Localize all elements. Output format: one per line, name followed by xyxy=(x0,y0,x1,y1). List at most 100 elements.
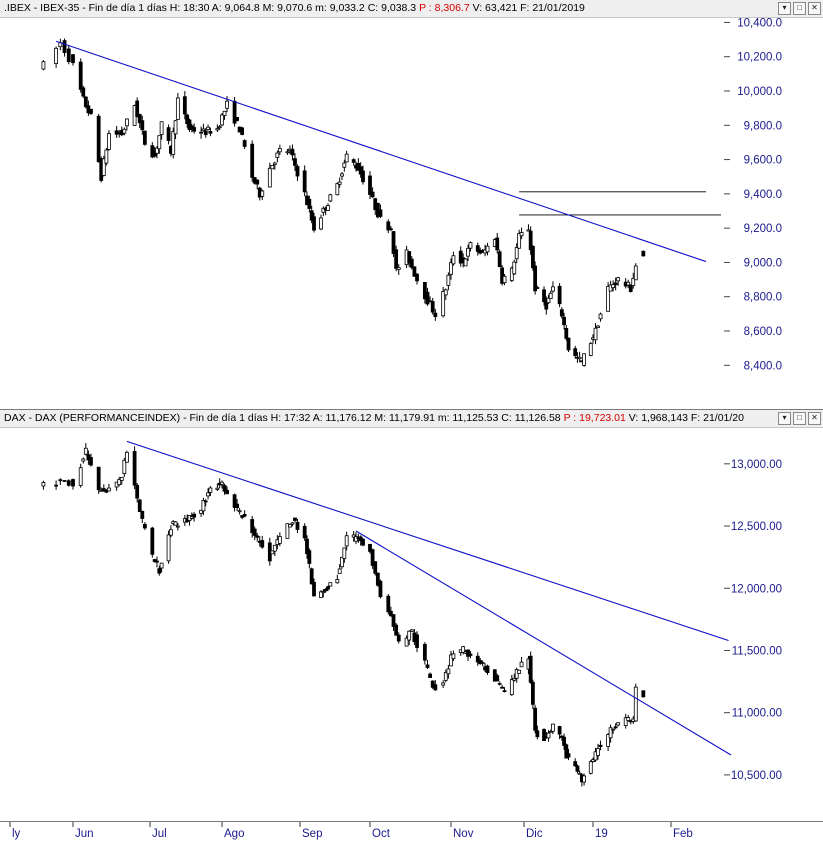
candle xyxy=(290,522,295,527)
candle xyxy=(215,124,220,133)
candle xyxy=(611,728,616,734)
candle xyxy=(270,165,275,170)
candle xyxy=(394,622,399,636)
candle xyxy=(430,297,435,315)
candle xyxy=(309,205,314,224)
candle xyxy=(104,147,109,166)
candle xyxy=(119,476,124,485)
candle xyxy=(451,251,456,266)
candle xyxy=(175,92,180,120)
candle xyxy=(480,660,485,667)
candle xyxy=(546,730,551,742)
candle xyxy=(335,182,340,196)
candle xyxy=(548,729,553,733)
candle xyxy=(150,526,155,558)
candle xyxy=(449,258,453,280)
candle xyxy=(157,135,162,154)
x-tick-label: Dic xyxy=(526,828,543,840)
candle xyxy=(562,733,566,750)
candle xyxy=(509,674,514,696)
candle xyxy=(290,144,295,161)
candle xyxy=(509,266,514,283)
candle xyxy=(277,144,282,156)
candle xyxy=(58,478,63,486)
candle xyxy=(122,127,127,136)
candle xyxy=(255,532,260,542)
candle xyxy=(206,124,210,131)
candle xyxy=(502,274,507,286)
candle xyxy=(378,579,383,599)
trendline[interactable] xyxy=(126,440,729,642)
close-button[interactable]: ✕ xyxy=(808,412,821,425)
candle xyxy=(62,480,67,482)
candle xyxy=(495,233,500,254)
y-tick-label: 12,000.00 xyxy=(731,583,782,595)
candle xyxy=(626,714,631,722)
candle xyxy=(564,743,569,759)
trendline[interactable] xyxy=(55,40,707,263)
candle xyxy=(71,478,75,490)
minimize-button[interactable]: ▾ xyxy=(778,412,791,425)
candle xyxy=(425,659,430,669)
minimize-button[interactable]: ▾ xyxy=(778,2,791,15)
candle xyxy=(449,650,453,667)
candle xyxy=(208,127,213,137)
x-tick-label: Jul xyxy=(152,828,167,840)
trendline[interactable] xyxy=(355,530,732,756)
candle xyxy=(641,690,646,698)
candle xyxy=(250,140,255,182)
candle xyxy=(577,351,582,363)
header-date: F: 21/01/2019 xyxy=(520,2,585,14)
candle xyxy=(66,479,71,487)
candle xyxy=(285,148,290,155)
candle xyxy=(566,337,571,353)
close-button[interactable]: ✕ xyxy=(808,2,821,15)
candle xyxy=(391,230,396,257)
candle xyxy=(373,561,378,576)
candle xyxy=(596,743,600,760)
candle xyxy=(468,241,473,252)
candle xyxy=(277,532,282,547)
date-axis: ly Jun Jul Ago Sep Oct Nov Dic 19 Feb xyxy=(0,821,823,842)
candle xyxy=(192,123,197,134)
candle xyxy=(631,272,636,289)
header-time: H: 17:32 xyxy=(270,412,311,424)
candle xyxy=(142,521,147,530)
candle xyxy=(535,725,540,740)
candle xyxy=(409,628,414,632)
candle xyxy=(326,203,330,211)
maximize-button[interactable]: □ xyxy=(793,2,806,15)
candle xyxy=(446,272,451,291)
candle xyxy=(378,204,383,219)
candle xyxy=(458,246,463,267)
y-tick-label: 9,800.0 xyxy=(744,120,782,132)
ibex-candlestick-chart: 10,400.0 10,200.0 10,000.0 9,800.0 9,600.0 9,… xyxy=(41,17,782,372)
candle xyxy=(302,523,307,541)
x-tick-label: Jun xyxy=(75,828,94,840)
candle xyxy=(497,249,502,268)
candle xyxy=(533,704,538,734)
candle xyxy=(140,510,145,524)
x-tick-label: ly xyxy=(12,828,21,840)
header-open: A: 9,064.8 xyxy=(211,2,260,14)
candle xyxy=(485,664,490,675)
candle xyxy=(71,53,75,66)
candle xyxy=(495,673,500,682)
candle xyxy=(199,509,203,517)
candle xyxy=(344,150,349,163)
candle xyxy=(361,538,365,547)
candle xyxy=(203,128,208,138)
candle xyxy=(182,91,187,120)
candle xyxy=(361,165,365,185)
candle xyxy=(404,635,409,647)
candle xyxy=(422,642,427,665)
candle xyxy=(351,158,356,166)
candle xyxy=(125,450,129,463)
candle xyxy=(422,281,427,304)
candle xyxy=(546,294,551,304)
candle xyxy=(519,656,524,668)
maximize-button[interactable]: □ xyxy=(793,412,806,425)
candle xyxy=(267,162,272,188)
candle xyxy=(242,510,247,518)
candle xyxy=(502,687,507,693)
